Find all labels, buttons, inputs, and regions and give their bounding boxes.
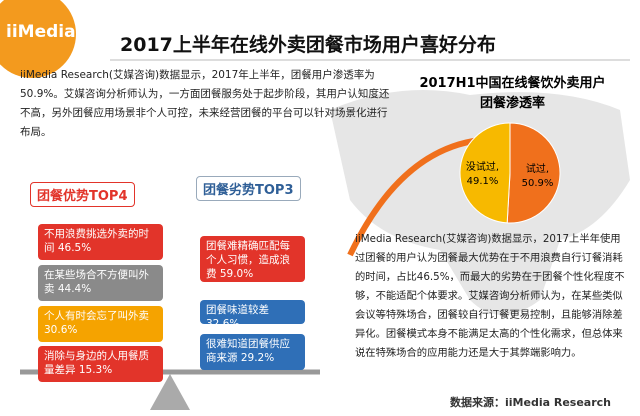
advantage-item: 在某些场合不方便叫外卖 44.4% [38,265,163,301]
source: 数据来源：iiMedia Research [450,396,611,409]
title: 2017上半年在线外卖团餐市场用户喜好分布 [120,34,496,56]
advantage-item: 消除与身边的人用餐质量差异 15.3% [38,346,163,382]
pie-slice [506,122,561,224]
pie-slice [459,122,511,224]
slice-label: 50.9% [522,178,554,189]
scale-base [150,374,190,410]
advantage-item: 不用浪费挑选外卖的时间 46.5% [38,224,163,260]
analysis: iiMedia Research(艾媒咨询)数据显示，2017上半年使用过团餐的… [355,233,625,359]
logo-circle [0,0,76,78]
pie-title: 2017H1中国在线餐饮外卖用户团餐渗透率 [419,76,606,111]
disadvantage-item: 很难知道团餐供应商来源 29.2% [200,334,305,370]
advantages-title: 团餐优势TOP4 [30,182,135,207]
slice-label: 49.1% [467,176,499,187]
advantage-item: 个人有时会忘了叫外卖 30.6% [38,306,163,342]
slice-category: 没试过, [466,160,499,173]
disadvantage-item: 团餐难精确匹配每个人习惯，造成浪费 59.0% [200,236,305,282]
pie-chart: 试过, 50.9% 没试过, 49.1% [459,122,561,224]
intro: iiMedia Research(艾媒咨询)数据显示，2017年上半年，团餐用户… [20,69,390,138]
disadvantages-title: 团餐劣势TOP3 [196,176,301,201]
slice-category: 试过, [526,162,549,175]
logo: iiMedia [6,22,76,42]
disadvantage-item: 团餐味道较差 32.6% [200,300,305,330]
arrow [347,137,481,257]
